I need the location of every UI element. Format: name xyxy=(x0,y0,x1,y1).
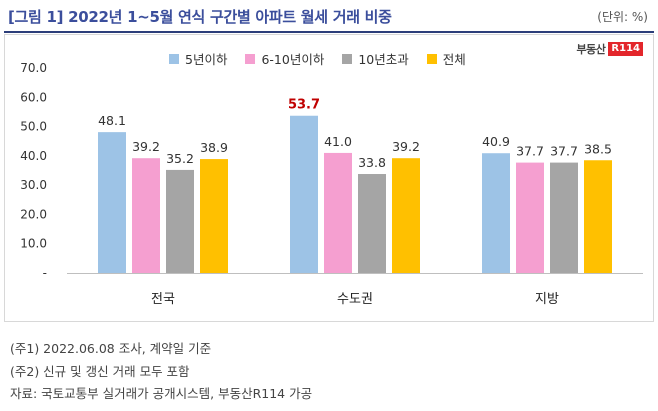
title-divider xyxy=(4,31,654,33)
legend-swatch xyxy=(169,53,179,64)
bar-value-label: 38.5 xyxy=(584,141,612,156)
y-tick-label: 20.0 xyxy=(20,207,47,221)
legend-label: 10년초과 xyxy=(358,52,409,67)
bar-value-label: 35.2 xyxy=(166,151,194,166)
bar xyxy=(516,162,544,273)
bar-value-label: 39.2 xyxy=(132,139,160,154)
bar-value-label: 33.8 xyxy=(358,155,386,170)
y-tick-label: 30.0 xyxy=(20,178,47,192)
bar-value-label: 38.9 xyxy=(200,140,228,155)
y-tick-label: - xyxy=(43,266,47,280)
legend-label: 5년이하 xyxy=(185,52,228,67)
legend-label: 6-10년이하 xyxy=(261,52,325,67)
bar xyxy=(166,169,194,273)
y-tick-label: 60.0 xyxy=(20,90,47,104)
bar xyxy=(132,158,160,273)
category-label: 전국 xyxy=(151,292,175,307)
bar-value-label: 41.0 xyxy=(324,134,352,149)
logo-badge: R114 xyxy=(608,42,643,56)
legend-item-total: 전체 xyxy=(426,49,466,68)
y-tick-label: 10.0 xyxy=(20,237,47,251)
y-tick-label: 70.0 xyxy=(20,61,47,75)
footnotes: (주1) 2022.06.08 조사, 계약일 기준 (주2) 신규 및 갱신 … xyxy=(10,338,312,406)
legend: 5년이하 6-10년이하 10년초과 전체 xyxy=(169,49,466,68)
legend-label: 전체 xyxy=(442,52,466,67)
source-note: 자료: 국토교통부 실거래가 공개시스템, 부동산R114 가공 xyxy=(10,386,313,401)
bar-value-label: 39.2 xyxy=(392,139,420,154)
bar xyxy=(324,152,352,273)
footnote-2: (주2) 신규 및 갱신 거래 모두 포함 xyxy=(10,363,190,379)
legend-item-5yr: 5년이하 xyxy=(169,49,227,68)
category-label: 지방 xyxy=(535,292,559,307)
bar xyxy=(584,160,612,273)
category-label: 수도권 xyxy=(337,292,373,307)
bar-value-label: 53.7 xyxy=(288,98,320,113)
bar xyxy=(98,132,126,273)
legend-item-6-10yr: 6-10년이하 xyxy=(245,49,324,68)
brand-logo: 부동산 R114 xyxy=(577,41,643,57)
bar xyxy=(392,158,420,273)
bar-value-label: 37.7 xyxy=(550,144,578,159)
legend-swatch xyxy=(426,53,437,64)
unit-label: (단위: %) xyxy=(597,10,648,24)
bar-chart: - 10.0 20.0 30.0 40.0 50.0 60.0 70.0 48.1 39.2 35.… xyxy=(20,61,643,307)
bar xyxy=(550,162,578,273)
bar-value-label: 48.1 xyxy=(98,113,126,128)
chart-panel: 부동산 R114 5년이하 6-10년이하 10년초과 전체 - 10.0 20.0… xyxy=(4,34,654,322)
chart-title: [그림 1] 2022년 1~5월 연식 구간별 아파트 월세 거래 비중 xyxy=(8,8,392,26)
legend-swatch xyxy=(245,53,256,64)
y-tick-label: 50.0 xyxy=(20,120,47,134)
bar-value-label: 40.9 xyxy=(482,134,510,149)
legend-item-10yr-over: 10년초과 xyxy=(342,49,409,68)
bar xyxy=(358,174,386,273)
bar-value-label: 37.7 xyxy=(516,144,544,159)
y-tick-label: 40.0 xyxy=(20,149,47,163)
logo-text: 부동산 xyxy=(576,43,606,56)
bar xyxy=(482,153,510,273)
bar xyxy=(200,159,228,273)
bar xyxy=(290,115,318,273)
footnote-1: (주1) 2022.06.08 조사, 계약일 기준 xyxy=(10,341,212,356)
legend-swatch xyxy=(342,53,353,64)
